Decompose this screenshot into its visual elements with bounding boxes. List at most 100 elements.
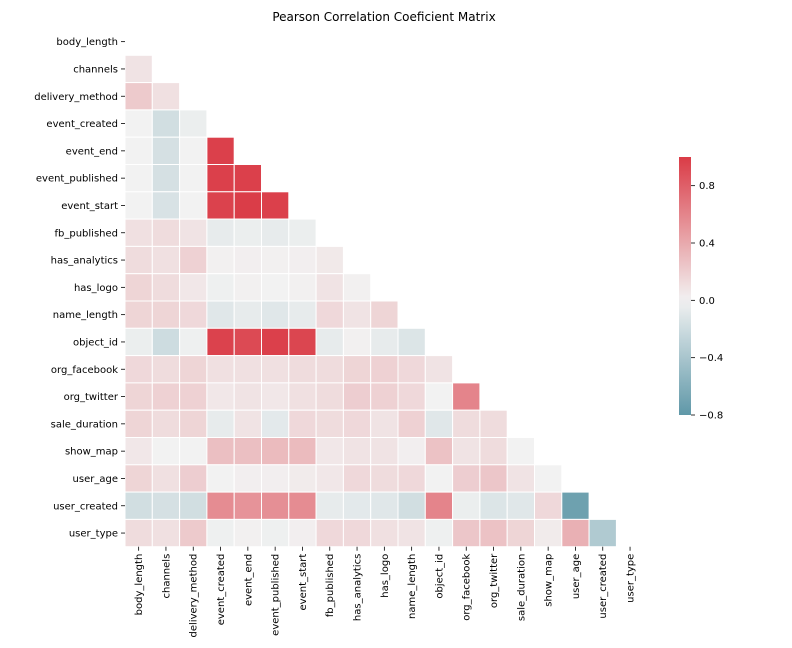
row-label-event_created: event_created [46,119,118,130]
heatmap-cell-event_published-channels [151,164,181,193]
heatmap-cell-has_logo-has_analytics [342,273,372,302]
colorbar-label: 0.4 [699,239,715,250]
heatmap-cell-event_end-delivery_method [179,136,208,165]
heatmap-cell-sale_duration-object_id [424,409,454,439]
row-label-fb_published: fb_published [54,228,118,239]
heatmap-cell-user_age-sale_duration [506,464,536,493]
heatmap-cell-org_twitter-event_created [206,382,235,411]
heatmap-cell-sale_duration-fb_published [315,409,344,439]
heatmap-cell-object_id-event_published [261,327,290,357]
heatmap-cell-user_type-user_created [588,518,617,548]
heatmap-cell-sale_duration-name_length [397,409,426,439]
heatmap-cell-user_created-show_map [534,491,563,520]
row-label-user_created: user_created [53,501,118,512]
heatmap-cell-event_published-event_created [206,164,235,193]
column-labels: body_length channels delivery_method event_… [134,546,637,637]
heatmap-cell-user_type-org_facebook [452,518,481,548]
heatmap-cell-org_twitter-channels [151,382,181,411]
heatmap-cell-object_id-has_logo [370,327,399,357]
heatmap-cell-user_type-org_twitter [479,518,508,548]
chart-title: Pearson Correlation Coeficient Matrix [272,10,495,24]
heatmap-cell-has_analytics-body_length [124,245,153,275]
heatmap-cell-object_id-name_length [397,327,426,357]
heatmap-cell-delivery_method-channels [151,82,181,111]
heatmap-cell-has_analytics-event_published [261,245,290,275]
heatmap-cell-org_facebook-event_created [206,355,235,384]
heatmap-cell-show_map-fb_published [315,437,344,466]
heatmap-cell-has_logo-event_created [206,273,235,302]
heatmap-cell-show_map-channels [151,437,181,466]
heatmap-cell-sale_duration-event_end [233,409,262,439]
heatmap-cell-sale_duration-channels [151,409,181,439]
heatmap-cell-user_type-object_id [424,518,454,548]
heatmap-cell-fb_published-event_published [261,218,290,247]
heatmap-cell-show_map-body_length [124,437,153,466]
heatmap-cell-org_facebook-has_analytics [342,355,372,384]
column-label-user_created: user_created [598,554,609,619]
heatmap-cell-has_logo-event_start [288,273,317,302]
heatmap-cell-org_twitter-has_analytics [342,382,372,411]
heatmap-cell-show_map-event_published [261,437,290,466]
heatmap-cell-user_type-show_map [534,518,563,548]
heatmap-cell-user_age-object_id [424,464,454,493]
heatmap-cell-has_logo-body_length [124,273,153,302]
heatmap-cell-name_length-channels [151,300,181,329]
heatmap-cell-delivery_method-body_length [124,82,153,111]
heatmap-cell-name_length-fb_published [315,300,344,329]
heatmap-cell-org_twitter-name_length [397,382,426,411]
heatmap-cell-user_created-object_id [424,491,454,520]
heatmap-cell-user_age-name_length [397,464,426,493]
heatmap-cell-org_facebook-body_length [124,355,153,384]
heatmap-cell-object_id-has_analytics [342,327,372,357]
heatmap-cell-org_twitter-event_start [288,382,317,411]
column-label-event_end: event_end [243,554,254,606]
heatmap-cell-user_type-name_length [397,518,426,548]
heatmap-cell-org_twitter-object_id [424,382,454,411]
row-labels: body_length channels delivery_method event_… [34,37,125,540]
heatmap-cell-user_created-event_published [261,491,290,520]
heatmap-cell-has_analytics-channels [151,245,181,275]
heatmap-cell-user_type-has_analytics [342,518,372,548]
heatmap-cell-event_start-delivery_method [179,191,208,220]
column-label-event_created: event_created [216,554,227,626]
heatmap-cell-org_facebook-fb_published [315,355,344,384]
heatmap-cell-object_id-event_start [288,327,317,357]
heatmap-cell-user_age-has_logo [370,464,399,493]
heatmap-cell-object_id-delivery_method [179,327,208,357]
heatmap-cell-user_age-org_twitter [479,464,508,493]
column-label-org_twitter: org_twitter [489,553,500,608]
heatmap-cell-user_created-org_twitter [479,491,508,520]
heatmap-cell-org_twitter-event_end [233,382,262,411]
heatmap-cell-org_facebook-object_id [424,355,454,384]
heatmap-cell-fb_published-delivery_method [179,218,208,247]
column-label-user_age: user_age [571,554,582,599]
column-label-event_start: event_start [298,554,309,611]
heatmap-cell-event_published-delivery_method [179,164,208,193]
heatmap-cell-channels-body_length [124,54,153,84]
heatmap-cell-sale_duration-body_length [124,409,153,439]
heatmap-cell-fb_published-event_created [206,218,235,247]
heatmap-cell-event_created-channels [151,109,181,138]
heatmap-cell-user_created-body_length [124,491,153,520]
column-label-event_published: event_published [271,554,282,636]
heatmap-cell-event_start-event_published [261,191,290,220]
heatmap-cell-name_length-event_end [233,300,262,329]
heatmap-cell-name_length-event_created [206,300,235,329]
heatmap-cell-object_id-channels [151,327,181,357]
colorbar-label: −0.8 [699,411,723,422]
heatmap-cell-user_created-org_facebook [452,491,481,520]
colorbar-label: 0.0 [699,296,715,307]
heatmap-cell-user_created-name_length [397,491,426,520]
heatmap-cell-event_end-body_length [124,136,153,165]
heatmap-cell-user_created-has_analytics [342,491,372,520]
heatmap-cell-user_created-user_age [561,491,590,520]
heatmap-cell-user_age-event_end [233,464,262,493]
heatmap-cell-show_map-event_end [233,437,262,466]
heatmap-cell-user_type-event_end [233,518,262,548]
heatmap-cell-user_age-fb_published [315,464,344,493]
heatmap-cell-show_map-object_id [424,437,454,466]
heatmap-cell-user_created-delivery_method [179,491,208,520]
column-label-sale_duration: sale_duration [516,554,527,621]
heatmap-cell-has_analytics-fb_published [315,245,344,275]
heatmap-cell-user_type-event_start [288,518,317,548]
